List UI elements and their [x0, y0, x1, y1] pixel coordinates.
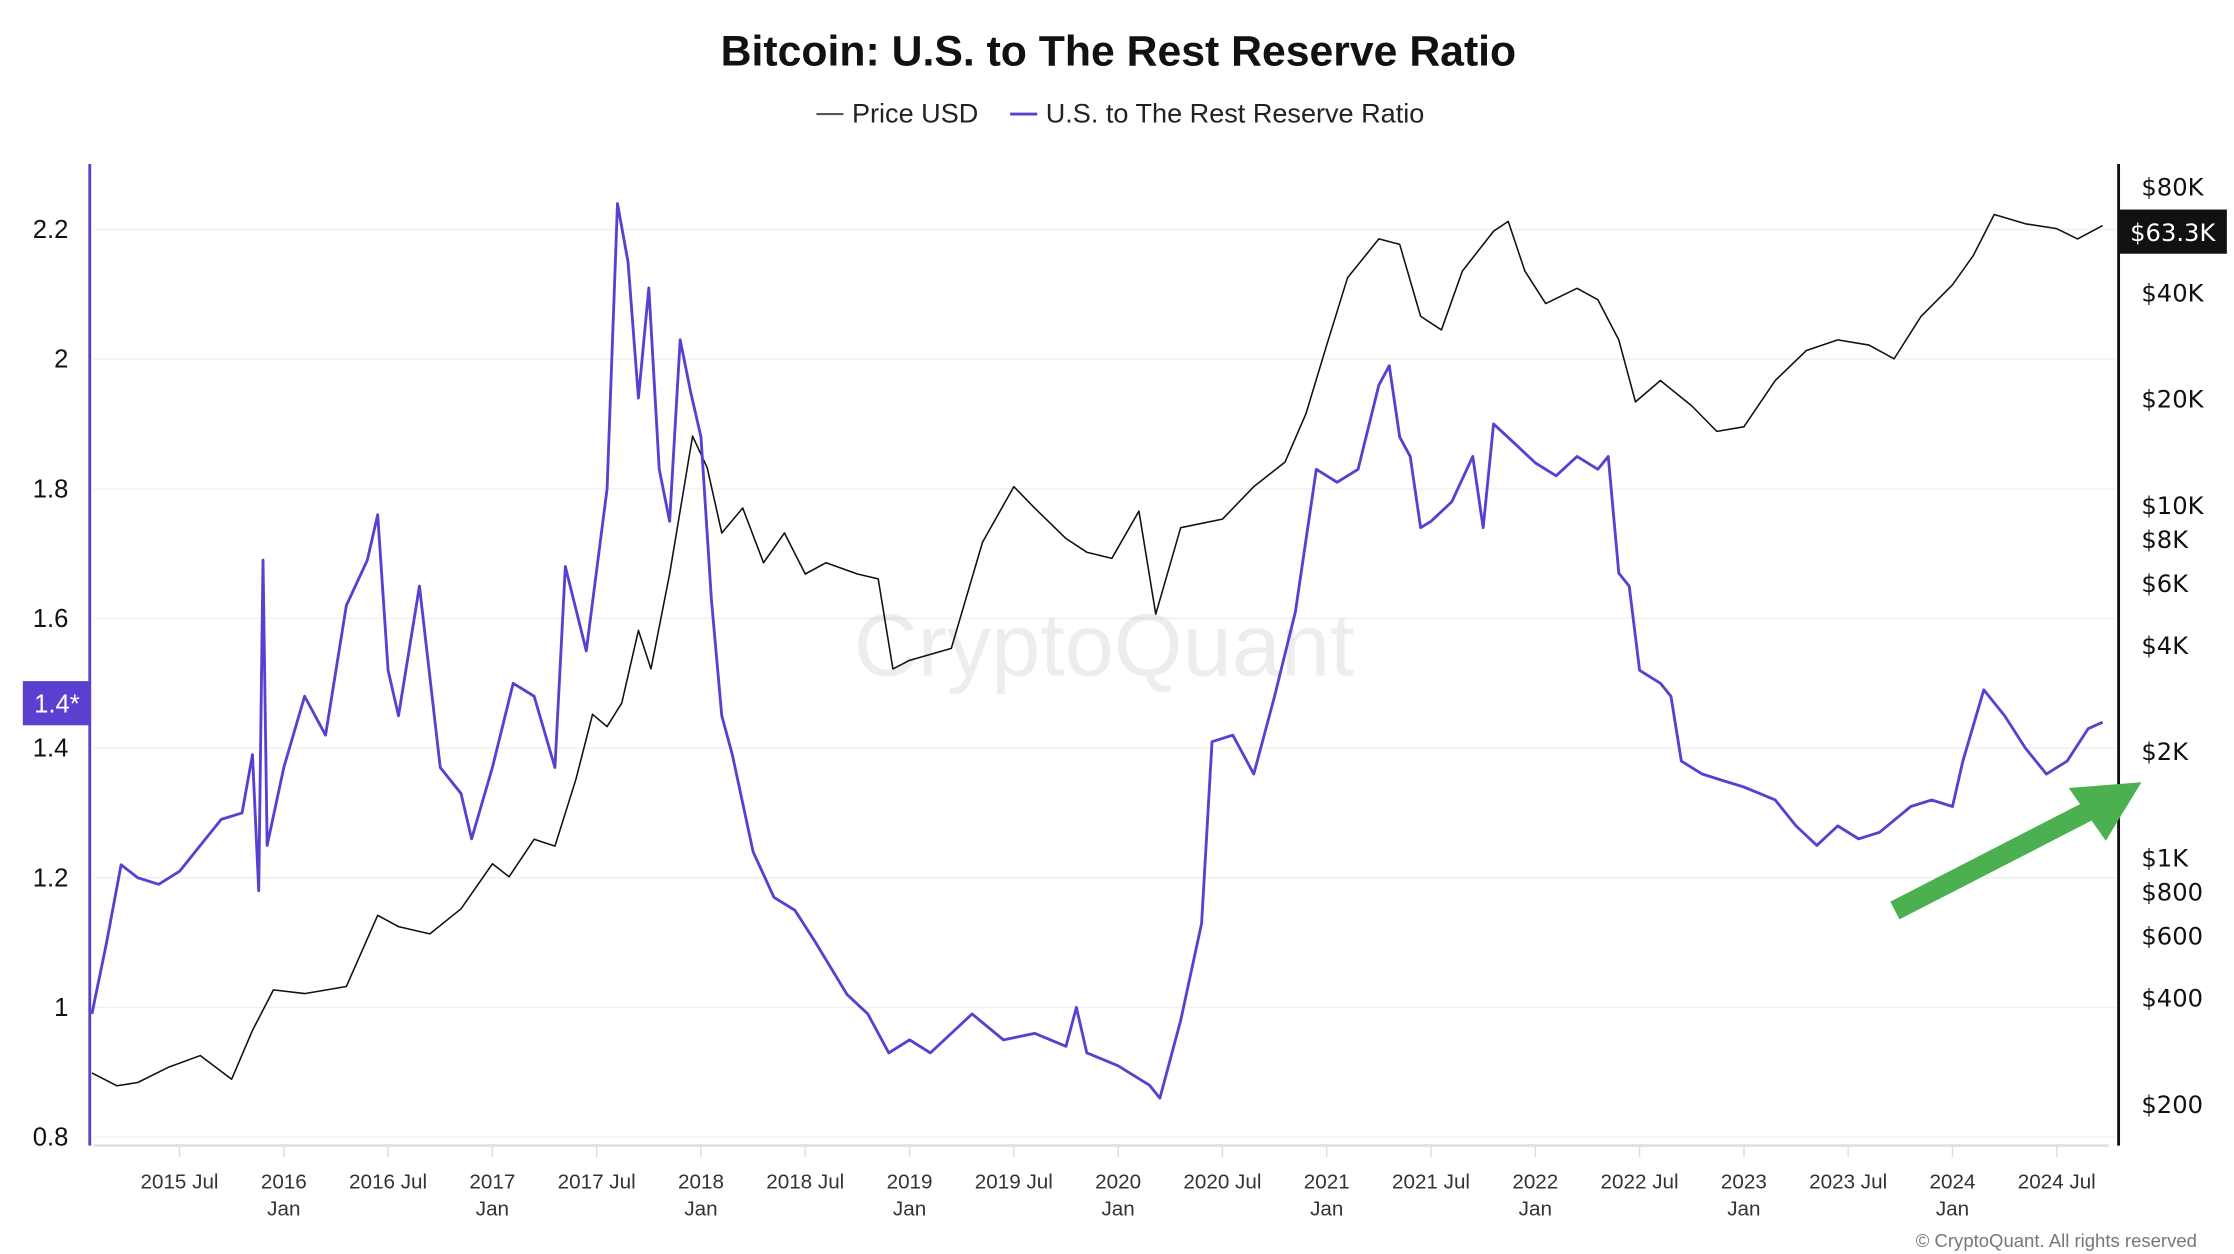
right-tick-label: $2K — [2141, 738, 2189, 766]
x-tick-sublabel: Jan — [893, 1197, 926, 1220]
x-tick-sublabel: Jan — [1310, 1197, 1343, 1220]
x-tick-label: 2016 — [261, 1170, 307, 1193]
right-tick-label: $6K — [2141, 570, 2189, 598]
x-tick-label: 2017 Jul — [558, 1170, 636, 1193]
x-tick-sublabel: Jan — [684, 1197, 717, 1220]
x-tick-label: 2019 — [887, 1170, 933, 1193]
current-ratio-badge: 1.4* — [22, 681, 90, 726]
right-tick-label: $20K — [2141, 386, 2204, 414]
x-tick-sublabel: Jan — [267, 1197, 300, 1220]
x-tick-sublabel: Jan — [1101, 1197, 1134, 1220]
x-tick-label: 2021 — [1304, 1170, 1350, 1193]
x-tick-sublabel: Jan — [476, 1197, 509, 1220]
right-tick-label: $4K — [2141, 632, 2189, 660]
left-tick-label: 2 — [54, 346, 68, 374]
legend-item-ratio[interactable]: U.S. to The Rest Reserve Ratio — [1010, 98, 1424, 129]
left-tick-label: 1.4 — [33, 735, 69, 763]
x-tick-sublabel: Jan — [1519, 1197, 1552, 1220]
x-tick-label: 2023 — [1721, 1170, 1767, 1193]
legend-item-price[interactable]: Price USD — [816, 98, 978, 129]
right-tick-label: $600 — [2141, 923, 2203, 951]
x-tick-label: 2022 — [1512, 1170, 1558, 1193]
legend-label-ratio: U.S. to The Rest Reserve Ratio — [1046, 98, 1425, 129]
x-tick-label: 2016 Jul — [349, 1170, 427, 1193]
x-tick-label: 2018 — [678, 1170, 724, 1193]
x-tick-label: 2015 Jul — [140, 1170, 218, 1193]
svg-text:1.4*: 1.4* — [34, 690, 80, 718]
legend: Price USD U.S. to The Rest Reserve Ratio — [816, 98, 1424, 129]
right-tick-label: $10K — [2141, 492, 2204, 520]
right-axis-ticks: $200 $400 $600 $800 $1K $2K $4K $6K $8K $10K $20K $… — [2141, 173, 2204, 1118]
x-tick-label: 2021 Jul — [1392, 1170, 1470, 1193]
copyright: © CryptoQuant. All rights reserved — [1916, 1230, 2197, 1251]
left-tick-label: 1.8 — [33, 475, 69, 503]
right-tick-label: $400 — [2141, 985, 2203, 1013]
green-up-arrow — [1890, 782, 2142, 920]
left-tick-label: 1.6 — [33, 605, 69, 633]
right-tick-label: $200 — [2141, 1091, 2203, 1119]
x-tick-label: 2020 Jul — [1183, 1170, 1261, 1193]
chart-title: Bitcoin: U.S. to The Rest Reserve Ratio — [721, 28, 1517, 76]
right-tick-label: $1K — [2141, 844, 2189, 872]
x-tick-label: 2017 — [469, 1170, 515, 1193]
current-price-badge: $63.3K — [2118, 209, 2227, 254]
left-tick-label: 1.2 — [33, 864, 69, 892]
x-tick-label: 2020 — [1095, 1170, 1141, 1193]
right-tick-label: $40K — [2141, 279, 2204, 307]
left-tick-label: 2.2 — [33, 216, 69, 244]
left-tick-label: 0.8 — [33, 1124, 69, 1152]
left-tick-label: 1 — [54, 994, 68, 1022]
x-axis-ticks: 2015 Jul 2016 Jan 2016 Jul 2017 Jan 2017 Jul 20… — [140, 1145, 2096, 1220]
watermark: CryptoQuant — [854, 595, 1355, 694]
legend-label-price: Price USD — [852, 98, 978, 129]
left-axis-ticks: 0.8 1 1.2 1.4 1.6 1.8 2 2.2 — [33, 216, 69, 1152]
x-tick-label: 2019 Jul — [975, 1170, 1053, 1193]
x-tick-label: 2022 Jul — [1601, 1170, 1679, 1193]
right-tick-label: $800 — [2141, 879, 2203, 907]
right-tick-label: $80K — [2141, 173, 2204, 201]
x-tick-label: 2024 Jul — [2018, 1170, 2096, 1193]
series-line-price — [91, 213, 2104, 1087]
series-line-ratio — [90, 202, 2104, 1100]
x-tick-sublabel: Jan — [1936, 1197, 1969, 1220]
x-tick-label: 2018 Jul — [766, 1170, 844, 1193]
x-tick-label: 2024 — [1930, 1170, 1976, 1193]
x-tick-label: 2023 Jul — [1809, 1170, 1887, 1193]
svg-text:$63.3K: $63.3K — [2130, 219, 2216, 247]
right-tick-label: $8K — [2141, 526, 2189, 554]
x-tick-sublabel: Jan — [1727, 1197, 1760, 1220]
gridlines — [94, 228, 2116, 1138]
